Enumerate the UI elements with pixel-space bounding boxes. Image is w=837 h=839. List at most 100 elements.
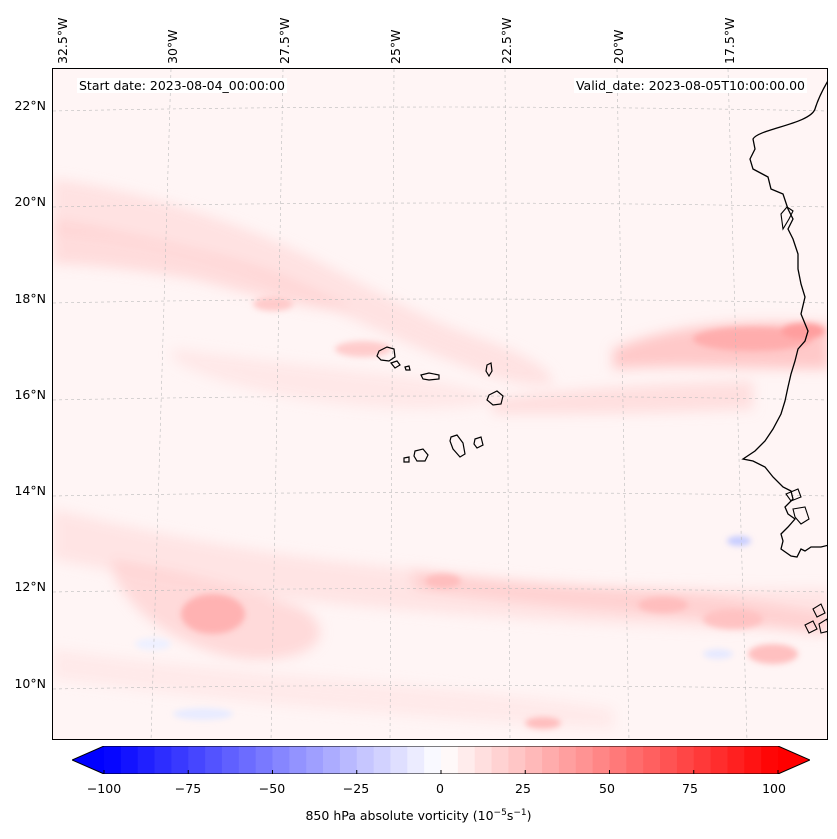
lat-label-22n: 22°N xyxy=(14,98,46,113)
vorticity-max-north-1 xyxy=(253,297,293,311)
coastline-guinea xyxy=(792,506,810,525)
lat-label-12n: 12°N xyxy=(14,579,46,594)
gridline-lat-10n xyxy=(53,685,827,690)
colorbar-band xyxy=(104,746,122,774)
colorbar-band xyxy=(272,746,290,774)
island-maio xyxy=(473,436,484,449)
gridline-lon-22-5w xyxy=(504,69,511,739)
colorbar-band xyxy=(289,746,307,774)
colorbar-label: 850 hPa absolute vorticity (10−5s−1) xyxy=(305,808,532,824)
colorbar-band xyxy=(137,746,156,774)
vorticity-max-southwest xyxy=(181,594,245,634)
vorticity-max-coast xyxy=(781,323,825,339)
graticule xyxy=(53,69,827,739)
coastline-bijagos-1 xyxy=(812,603,826,618)
colorbar-band xyxy=(339,746,358,774)
gridline-lon-25w xyxy=(389,69,395,739)
colorbar-extend-min xyxy=(72,746,104,774)
colorbar-tick-label: 25 xyxy=(515,781,531,796)
vorticity-max-south-3 xyxy=(703,609,763,629)
colorbar-band xyxy=(761,746,779,774)
colorbar-band xyxy=(154,746,172,774)
island-sao-vicente xyxy=(389,360,401,369)
colorbar-band xyxy=(525,746,543,774)
colorbar-tick-label: 75 xyxy=(682,781,698,796)
colorbar-band xyxy=(441,746,459,774)
vorticity-min-south xyxy=(173,708,233,720)
colorbar-band xyxy=(238,746,257,774)
colorbar-band xyxy=(221,746,240,774)
lat-label-16n: 16°N xyxy=(14,387,46,402)
colorbar-band xyxy=(626,746,644,774)
island-sao-nicolau xyxy=(420,372,440,381)
colorbar-tick-label: 100 xyxy=(762,781,786,796)
gridline-lat-22n xyxy=(53,106,827,112)
colorbar-band xyxy=(676,746,695,774)
lat-label-20n: 20°N xyxy=(14,194,46,209)
colorbar-band xyxy=(188,746,206,774)
island-santa-luzia xyxy=(404,365,411,371)
gridline-lon-30w xyxy=(150,69,172,739)
island-brava xyxy=(403,456,410,463)
vorticity-band-northwest xyxy=(53,219,353,310)
colorbar-tick-label: −100 xyxy=(86,781,122,796)
island-santiago xyxy=(449,434,466,458)
vorticity-min-southwest xyxy=(135,638,171,650)
vorticity-min-southeast xyxy=(703,649,733,659)
colorbar-band xyxy=(508,746,526,774)
vorticity-band-central xyxy=(173,349,503,409)
start-date-label: Start date: 2023-08-04_00:00:00 xyxy=(77,78,287,93)
coastline-bijagos-3 xyxy=(818,618,827,634)
lat-label-14n: 14°N xyxy=(14,483,46,498)
colorbar-extend-max xyxy=(778,746,810,774)
island-sal xyxy=(485,362,493,378)
lon-label-27-5w: 27.5°W xyxy=(277,17,292,64)
colorbar xyxy=(72,746,810,774)
colorbar-band xyxy=(474,746,493,774)
colorbar-band xyxy=(390,746,408,774)
colorbar-band xyxy=(424,746,442,774)
colorbar-band xyxy=(727,746,745,774)
island-fogo xyxy=(413,448,429,462)
vorticity-max-lower xyxy=(525,717,561,729)
lon-label-22-5w: 22.5°W xyxy=(499,17,514,64)
lon-label-25w: 25°W xyxy=(388,29,403,64)
colorbar-tick-label: −50 xyxy=(258,781,286,796)
colorbar-band xyxy=(306,746,324,774)
island-santo-antao xyxy=(376,346,396,362)
vorticity-maxima xyxy=(135,297,825,729)
vorticity-band-lower xyxy=(53,649,613,729)
colorbar-tick-label: −75 xyxy=(174,781,202,796)
gridline-lat-12n xyxy=(53,588,827,593)
colorbar-band xyxy=(205,746,223,774)
coastline-west-africa xyxy=(741,81,827,558)
colorbar-band xyxy=(457,746,476,774)
vorticity-streak-mid xyxy=(493,381,753,414)
gridline-lon-20w xyxy=(616,69,630,739)
gridline-lon-27-5w xyxy=(270,69,284,739)
lon-label-20w: 20°W xyxy=(611,29,626,64)
vorticity-max-far-south xyxy=(748,644,798,664)
map-plot-area: Start date: 2023-08-04_00:00:00 Valid_da… xyxy=(52,68,828,740)
colorbar-band xyxy=(356,746,375,774)
gridline-lat-14n xyxy=(53,492,827,497)
vorticity-min-coast xyxy=(727,536,751,546)
colorbar-tick-label: 50 xyxy=(599,781,615,796)
colorbar-tick-label: 0 xyxy=(436,781,444,796)
colorbar-tick-label: −25 xyxy=(342,781,370,796)
valid-date-label: Valid_date: 2023-08-05T10:00:00.00 xyxy=(573,78,807,93)
colorbar-band xyxy=(120,746,139,774)
coastline-senegal-river xyxy=(780,206,794,231)
lat-label-18n: 18°N xyxy=(14,291,46,306)
colorbar-band xyxy=(693,746,712,774)
coastline-bijagos-2 xyxy=(804,620,818,634)
vorticity-max-south-2 xyxy=(638,597,688,613)
lat-label-10n: 10°N xyxy=(14,676,46,691)
colorbar-band xyxy=(744,746,762,774)
lon-label-32-5w: 32.5°W xyxy=(55,17,70,64)
island-boa-vista xyxy=(486,390,504,406)
lon-label-30w: 30°W xyxy=(165,29,180,64)
lon-label-17-5w: 17.5°W xyxy=(722,17,737,64)
gridline-lon-17-5w xyxy=(727,69,748,739)
colorbar-band xyxy=(643,746,661,774)
